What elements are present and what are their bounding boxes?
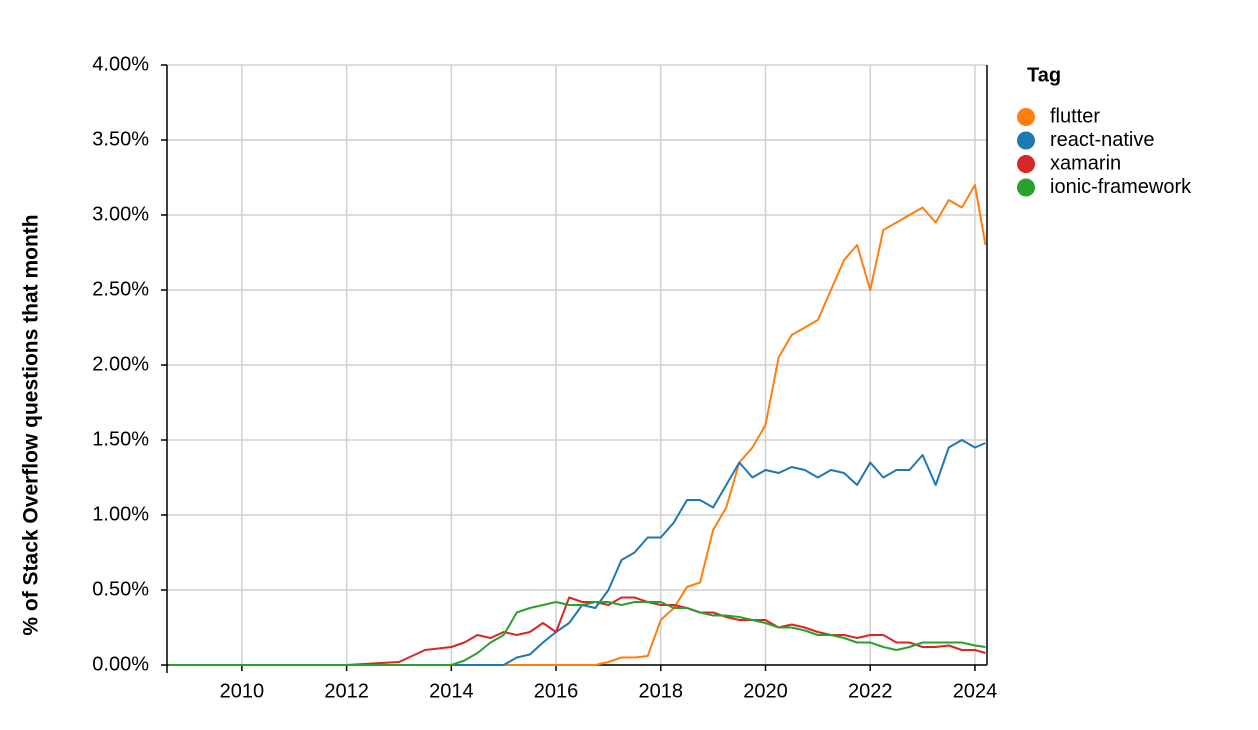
y-axis-label: % of Stack Overflow questions that month — [20, 214, 43, 635]
series-line — [168, 596, 986, 666]
legend-marker — [1017, 108, 1035, 126]
legend-label: xamarin — [1050, 152, 1121, 174]
series-line — [168, 601, 986, 666]
y-tick-label: 1.00% — [92, 503, 149, 525]
series-line — [168, 439, 986, 666]
x-tick-label: 2014 — [429, 680, 474, 702]
x-tick-label: 2018 — [639, 680, 684, 702]
legend-label: flutter — [1050, 105, 1100, 127]
y-tick-label: 0.50% — [92, 578, 149, 600]
y-tick-label: 0.00% — [92, 653, 149, 675]
x-tick-label: 2012 — [324, 680, 369, 702]
legend-label: ionic-framework — [1050, 176, 1192, 198]
x-tick-label: 2016 — [534, 680, 579, 702]
legend-label: react-native — [1050, 129, 1155, 151]
legend-marker — [1017, 155, 1035, 173]
y-tick-label: 3.00% — [92, 203, 149, 225]
y-tick-label: 2.00% — [92, 353, 149, 375]
x-tick-label: 2020 — [743, 680, 788, 702]
x-tick-label: 2022 — [848, 680, 893, 702]
y-tick-label: 3.50% — [92, 128, 149, 150]
y-tick-label: 2.50% — [92, 278, 149, 300]
y-tick-label: 4.00% — [92, 53, 149, 75]
legend-marker — [1017, 131, 1035, 150]
legend-title: Tag — [1027, 64, 1061, 86]
x-tick-label: 2024 — [953, 680, 998, 702]
legend-marker — [1017, 178, 1035, 197]
series-line — [168, 184, 987, 666]
y-tick-label: 1.50% — [92, 428, 149, 450]
x-tick-label: 2010 — [220, 680, 265, 702]
